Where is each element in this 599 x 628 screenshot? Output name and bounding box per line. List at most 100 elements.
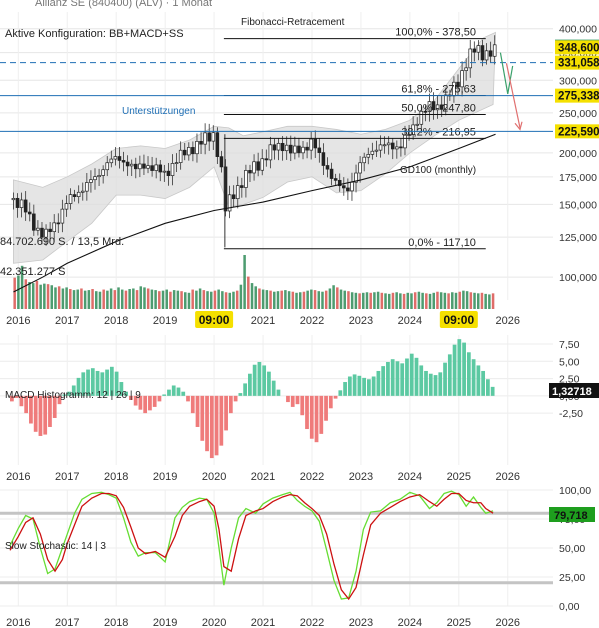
volume-bar [165,289,168,309]
volume-bar [269,290,272,309]
volume-bar [261,289,265,309]
candle-body [370,150,375,155]
macd-bar [243,383,248,396]
volume-bar [336,287,339,309]
macd-bar [200,395,205,441]
candle-body [297,145,301,154]
chart-title: Allianz SE (840400) (ALV) · 1 Monat [35,0,212,9]
macd-bar [233,395,238,402]
volume-bar [31,283,35,309]
macd-bar [390,359,395,396]
candle-body [195,141,199,155]
projection-down-arrow [505,63,521,128]
volume-bar [106,290,109,309]
volume-bar [469,292,473,309]
macd-bar [476,365,481,396]
gd100-line [13,133,496,293]
volume-bar [476,293,480,309]
y-tick-label: 200,000 [559,148,597,160]
candle-body [358,162,362,174]
volume-bar [317,291,321,309]
y-tick-label: 50,00 [559,543,585,555]
volume-bar [176,290,180,309]
x-tick-label: 2017 [55,617,79,628]
candle-body [346,187,350,192]
volume-bar [258,288,261,309]
x-tick-label: 2024 [398,617,422,628]
volume-bar [343,290,346,309]
macd-bar [395,361,400,396]
bollinger-band [13,31,496,264]
volume-bar [432,292,435,309]
volume-bar [406,292,410,309]
volume-bar [369,292,372,309]
candle-body [19,199,24,208]
volume-bar [425,293,428,309]
stochastic-title: Slow Stochastic: 14 | 3 [5,541,106,552]
volume-bar [402,293,406,309]
volume-bar [491,293,495,309]
volume-bar [146,288,150,309]
y-tick-label: 25,00 [559,572,585,584]
fib-level-label: 50,0% - 247,80 [401,103,476,115]
candle-body [293,145,297,154]
macd-bar [471,359,476,396]
volume-bar [451,292,454,309]
macd-bar [124,391,129,396]
volume-bar [295,292,298,309]
candle-body [419,110,424,125]
macd-bar [209,395,214,459]
volume-bar [358,293,361,309]
projection-arrow-head [514,121,523,131]
volume-bar [202,290,206,309]
candle-body [138,163,142,170]
candle-body [80,190,85,193]
volume-bar [480,292,484,309]
macd-bar [148,395,152,411]
macd-bar [319,395,324,434]
volume-bar [35,280,39,309]
macd-bar [190,395,195,414]
volume-bar [195,290,198,309]
macd-bar [86,369,90,396]
macd-bar [452,344,457,396]
x-tick-label: 2020 [202,471,226,483]
candle-body [64,203,69,210]
macd-bar [162,394,167,396]
candle-body [109,158,114,164]
macd-bar [462,342,466,396]
volume-bar [13,277,16,309]
x-tick-label: 2016 [6,315,30,327]
volume-bar [213,290,217,309]
volume-bar [120,289,124,309]
macd-bar [466,352,471,396]
volume-bar [239,284,243,309]
macd-bar [352,374,357,396]
x-tick-label: 09:00 [443,313,474,327]
volume-bar [328,288,332,309]
macd-bar [100,372,105,396]
fib-level-label: 38,2% - 216,95 [401,126,476,138]
candle-body [427,101,432,112]
candle-body [89,179,93,183]
volume-bar [354,292,358,309]
volume-bar [221,291,224,309]
volume-bar [46,284,50,309]
volume-bar [235,290,239,309]
candle-body [264,158,269,161]
macd-bar [428,373,433,396]
macd-bar [90,368,95,396]
macd-bar [71,385,76,396]
candle-body [215,132,220,157]
macd-bar [343,382,347,396]
macd-bar [181,391,186,396]
macd-bar [443,362,447,396]
fib-level-label: 61,8% - 275,63 [401,83,476,95]
macd-bar [95,370,100,396]
volume-bar [102,289,105,309]
macd-bar [309,395,314,439]
candle-body [305,146,309,151]
volume-bar [273,291,276,309]
macd-bar [14,395,19,398]
volume-bar [291,291,295,309]
